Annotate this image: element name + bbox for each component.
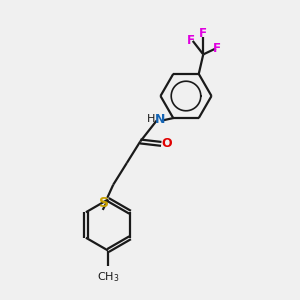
Text: S: S <box>99 196 109 210</box>
Text: O: O <box>161 137 172 150</box>
Text: CH$_3$: CH$_3$ <box>97 270 119 283</box>
Text: F: F <box>199 27 207 40</box>
Text: F: F <box>213 42 221 55</box>
Text: H: H <box>147 114 155 124</box>
Text: N: N <box>155 113 166 126</box>
Text: F: F <box>187 34 195 47</box>
